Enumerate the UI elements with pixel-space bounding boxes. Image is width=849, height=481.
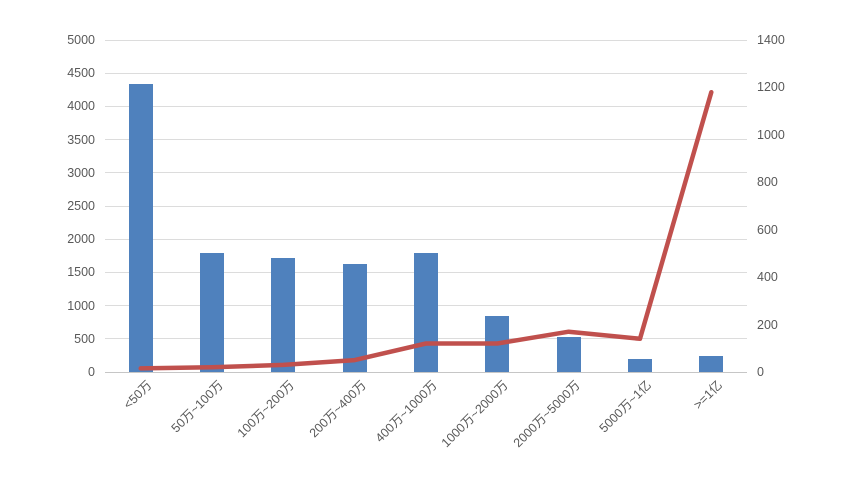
x-axis-category-label: <50万 <box>120 378 155 412</box>
left-axis-tick-label: 4000 <box>67 99 95 114</box>
x-axis-category-label: 100万~200万 <box>235 378 298 441</box>
gridline <box>105 39 747 41</box>
x-axis-category-label: 1000万~2000万 <box>439 378 512 451</box>
left-axis-tick-label: 1500 <box>67 265 95 280</box>
left-axis-tick-label: 3500 <box>67 132 95 147</box>
bar <box>200 253 224 372</box>
right-axis-tick-label: 0 <box>757 365 764 379</box>
bar <box>271 257 296 372</box>
bar <box>128 84 153 372</box>
left-axis-tick-label: 3000 <box>67 165 95 180</box>
right-axis-tick-label: 1200 <box>757 80 785 95</box>
gridline <box>105 172 747 174</box>
right-axis-tick-label: 600 <box>757 222 778 237</box>
bar <box>342 263 367 372</box>
right-axis-tick-label: 1400 <box>757 33 785 47</box>
left-axis-tick-label: 2000 <box>67 232 95 247</box>
right-axis-tick-label: 200 <box>757 317 778 332</box>
x-axis-category-label: >=1亿 <box>691 378 726 412</box>
bar <box>699 356 724 372</box>
right-axis-tick-label: 800 <box>757 175 778 190</box>
x-axis-category-label: 5000万~1亿 <box>596 378 654 436</box>
left-axis-tick-label: 0 <box>88 365 95 379</box>
bar <box>485 316 510 372</box>
gridline <box>105 238 747 240</box>
gridline <box>105 139 747 141</box>
left-axis-tick-label: 5000 <box>67 33 95 47</box>
left-axis-tick-label: 1000 <box>67 298 95 313</box>
x-axis-line <box>105 371 747 373</box>
gridline <box>105 205 747 207</box>
x-axis-category-label: 50万~100万 <box>168 378 226 436</box>
right-axis-tick-label: 1000 <box>757 127 785 142</box>
x-axis-category-label: 200万~400万 <box>306 378 369 441</box>
bar <box>556 336 581 372</box>
left-axis-tick-label: 2500 <box>67 199 95 213</box>
bar <box>414 253 438 372</box>
right-axis-tick-label: 400 <box>757 270 778 285</box>
x-axis-category-label: 400万~1000万 <box>372 378 440 446</box>
left-axis-tick-label: 500 <box>74 331 95 346</box>
x-axis-category-label: 2000万~5000万 <box>510 378 583 451</box>
left-axis-tick-label: 4500 <box>67 66 95 81</box>
gridline <box>105 72 747 74</box>
gridline <box>105 105 747 107</box>
bar <box>628 359 652 372</box>
